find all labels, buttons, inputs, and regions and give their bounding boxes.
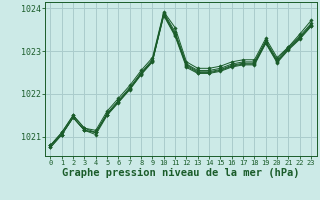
X-axis label: Graphe pression niveau de la mer (hPa): Graphe pression niveau de la mer (hPa) (62, 168, 300, 178)
